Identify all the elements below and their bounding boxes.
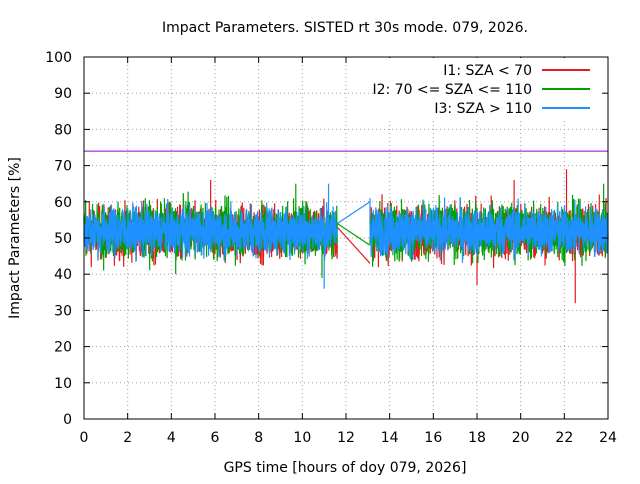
- x-tick-label: 16: [424, 430, 442, 446]
- y-tick-label: 20: [54, 340, 72, 356]
- y-tick-label: 90: [54, 86, 72, 102]
- series-1-gap-connector: [336, 226, 371, 264]
- x-tick-label: 6: [211, 430, 220, 446]
- x-tick-label: 2: [123, 430, 132, 446]
- y-tick-label: 10: [54, 376, 72, 392]
- series-layer: [83, 150, 609, 304]
- y-tick-label: 100: [45, 50, 72, 66]
- y-tick-label: 0: [63, 412, 72, 428]
- y-tick-label: 80: [54, 122, 72, 138]
- y-tick-label: 70: [54, 159, 72, 175]
- chart-title: Impact Parameters. SISTED rt 30s mode. 0…: [162, 20, 528, 36]
- legend-label-i1: I1: SZA < 70: [443, 63, 532, 79]
- legend-label-i2: I2: 70 <= SZA <= 110: [372, 82, 532, 98]
- x-tick-label: 22: [555, 430, 573, 446]
- x-tick-label: 10: [293, 430, 311, 446]
- x-tick-label: 0: [80, 430, 89, 446]
- x-tick-label: 18: [468, 430, 486, 446]
- y-axis-label: Impact Parameters [%]: [7, 157, 23, 319]
- legend-label-i3: I3: SZA > 110: [434, 101, 532, 117]
- y-tick-label: 40: [54, 267, 72, 283]
- y-tick-label: 50: [54, 231, 72, 247]
- x-tick-label: 20: [512, 430, 530, 446]
- y-tick-label: 60: [54, 195, 72, 211]
- x-axis-label: GPS time [hours of doy 079, 2026]: [224, 460, 467, 476]
- series-3-segment-after-gap: [369, 197, 609, 263]
- legend: I1: SZA < 70 I2: 70 <= SZA <= 110 I3: SZ…: [372, 58, 602, 120]
- series-3-gap-connector: [336, 201, 371, 225]
- series-3-segment-before-gap: [83, 198, 338, 262]
- x-tick-label: 4: [167, 430, 176, 446]
- series-2-gap-connector: [336, 223, 371, 246]
- x-tick-label: 8: [254, 430, 263, 446]
- y-tick-label: 30: [54, 303, 72, 319]
- x-tick-label: 24: [599, 430, 617, 446]
- x-tick-label: 14: [381, 430, 399, 446]
- x-tick-label: 12: [337, 430, 355, 446]
